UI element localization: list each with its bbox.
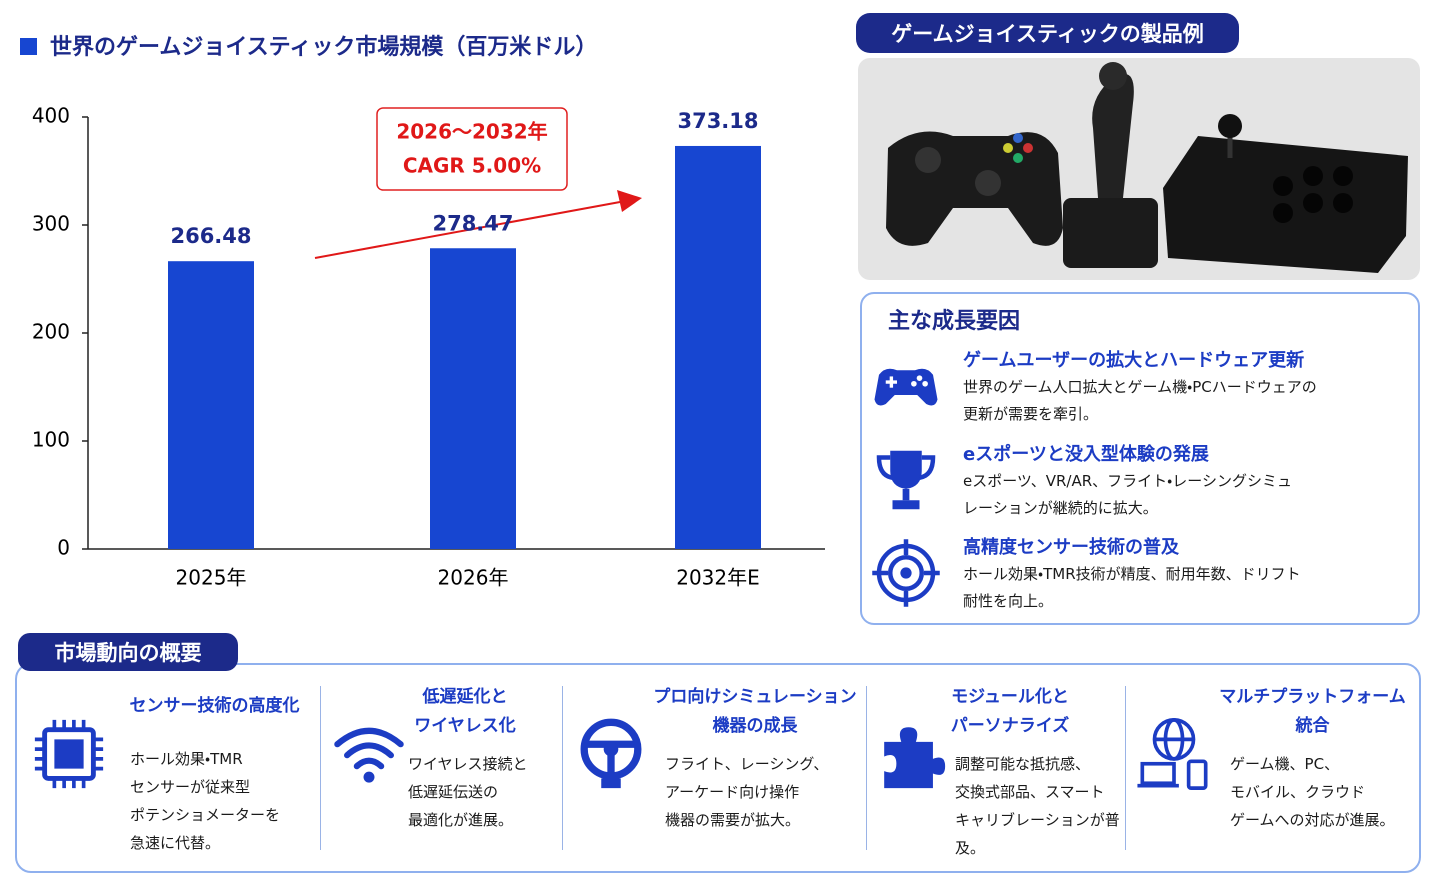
x-tick-label: 2026年 xyxy=(438,566,509,590)
cagr-arrow xyxy=(314,201,621,259)
icon xyxy=(872,539,940,607)
growth-factors-panel xyxy=(860,292,1420,625)
annotation-box xyxy=(376,107,568,191)
bar xyxy=(675,145,761,549)
product-title: ゲームジョイスティックの製品例 xyxy=(856,13,1239,53)
trend-text: ゲーム機、PC、 モバイル、クラウド ゲームへの対応が進展。 xyxy=(1230,755,1395,829)
trend-title: モジュール化と パーソナライズ xyxy=(950,687,1070,736)
value-label: 278.47 xyxy=(432,211,513,235)
growth-factors-title: 主な成長要因 xyxy=(888,309,1021,334)
trend-title: マルチプラットフォーム 統合 xyxy=(1219,687,1406,736)
icon xyxy=(874,368,938,406)
factor-title: ゲームユーザーの拡大とハードウェア更新 xyxy=(963,350,1305,371)
annotation: CAGR 5.00% xyxy=(403,154,541,178)
market-trends-panel xyxy=(15,663,1421,873)
trend-title: プロ向けシミュレーション 機器の成長 xyxy=(653,687,857,736)
arrow-head xyxy=(617,190,642,212)
annotation: 2026～2032年 xyxy=(396,120,547,144)
icon xyxy=(1137,718,1208,790)
icon xyxy=(34,719,104,789)
trend-text: ワイヤレス接続と 低遅延伝送の 最適化が進展。 xyxy=(408,755,528,829)
market-trends-title: 市場動向の概要 xyxy=(18,633,238,671)
icon xyxy=(884,727,946,789)
factor-text: 世界のゲーム人口拡大とゲーム機・PCハードウェアの 更新が需要を牽引。 xyxy=(963,378,1317,423)
chart: 世界のゲームジョイスティック市場規模（百万米ドル） 2026～2032年 CAG… xyxy=(20,34,825,590)
y-tick-label: 200 xyxy=(32,320,70,344)
bar xyxy=(430,248,516,550)
divider xyxy=(562,686,563,850)
y-tick-label: 300 xyxy=(32,212,70,236)
factor-title: 高精度センサー技術の普及 xyxy=(963,537,1179,558)
factor-title: eスポーツと没入型体験の発展 xyxy=(963,444,1209,465)
product-image xyxy=(858,58,1420,280)
icon xyxy=(580,718,642,789)
trend-title: 低遅延化と ワイヤレス化 xyxy=(414,687,516,736)
trend-title: センサー技術の高度化 xyxy=(129,696,300,716)
x-tick-label: 2025年 xyxy=(176,566,247,590)
value-label: 266.48 xyxy=(170,224,251,248)
y-tick-label: 0 xyxy=(57,536,70,560)
x-tick-label: 2032年E xyxy=(676,566,760,590)
icon xyxy=(876,450,936,510)
y-tick-label: 400 xyxy=(32,104,70,128)
divider xyxy=(866,686,867,850)
value-label: 373.18 xyxy=(677,109,758,133)
icon xyxy=(334,727,404,783)
chart-title: 世界のゲームジョイスティック市場規模（百万米ドル） xyxy=(50,34,597,60)
divider xyxy=(320,686,321,850)
factor-text: ホール効果・TMR技術が精度、耐用年数、ドリフト 耐性を向上。 xyxy=(963,565,1301,610)
title-marker xyxy=(20,38,37,55)
y-tick-label: 100 xyxy=(32,428,70,452)
divider xyxy=(1125,686,1126,850)
factor-text: eスポーツ、VR/AR、フライト・レーシングシミュ レーションが継続的に拡大。 xyxy=(963,472,1292,517)
bar xyxy=(168,261,254,549)
trend-text: 調整可能な抵抗感、 交換式部品、スマート キャリブレーションが普及。 xyxy=(955,755,1120,857)
trend-text: フライト、レーシング、 アーケード向け操作 機器の需要が拡大。 xyxy=(665,755,829,829)
trend-text: ホール効果・TMR センサーが従来型 ポテンショメーターを 急速に代替。 xyxy=(130,750,281,852)
